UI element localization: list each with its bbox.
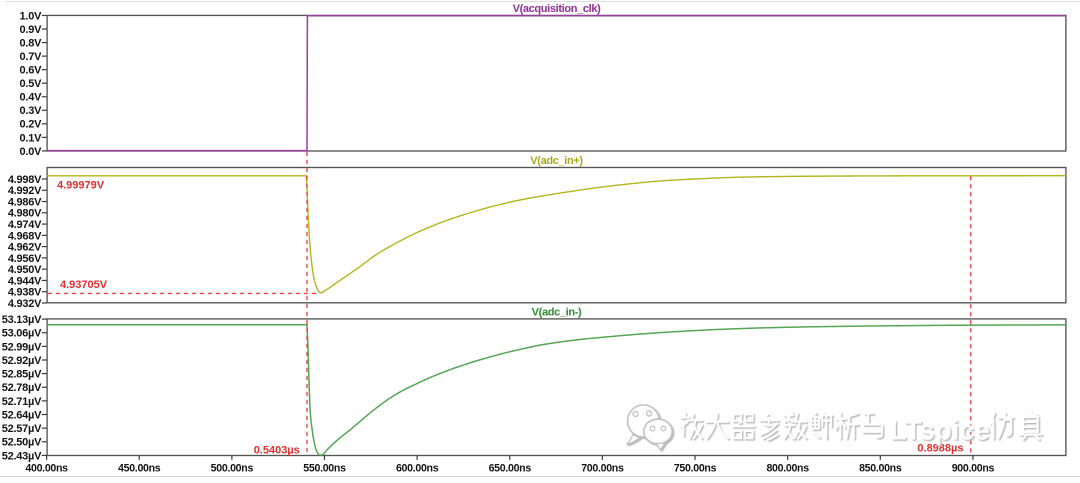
svg-text:700.00ns: 700.00ns <box>581 462 624 474</box>
svg-text:4.99979V: 4.99979V <box>57 179 105 191</box>
svg-text:4.992V: 4.992V <box>8 185 42 197</box>
svg-text:0.8V: 0.8V <box>20 37 43 49</box>
svg-text:0.4V: 0.4V <box>20 92 43 104</box>
svg-text:V(adc_in+): V(adc_in+) <box>530 155 583 167</box>
svg-text:V(acquisition_clk): V(acquisition_clk) <box>513 3 602 15</box>
svg-text:4.986V: 4.986V <box>8 196 42 208</box>
svg-text:52.78µV: 52.78µV <box>2 382 42 394</box>
svg-text:900.00ns: 900.00ns <box>952 462 995 474</box>
svg-text:650.00ns: 650.00ns <box>489 462 532 474</box>
svg-text:0.6V: 0.6V <box>20 65 43 77</box>
svg-text:850.00ns: 850.00ns <box>859 462 902 474</box>
svg-text:52.50µV: 52.50µV <box>2 437 42 449</box>
svg-text:4.956V: 4.956V <box>8 253 42 265</box>
svg-text:52.57µV: 52.57µV <box>2 423 42 435</box>
svg-text:52.92µV: 52.92µV <box>2 355 42 367</box>
svg-text:4.998V: 4.998V <box>8 174 42 186</box>
svg-text:4.980V: 4.980V <box>8 208 42 220</box>
svg-text:0.5403µs: 0.5403µs <box>254 444 300 456</box>
svg-text:0.5V: 0.5V <box>20 78 43 90</box>
svg-text:53.06µV: 53.06µV <box>2 328 42 340</box>
svg-text:4.968V: 4.968V <box>8 230 42 242</box>
svg-text:52.71µV: 52.71µV <box>2 396 42 408</box>
svg-text:600.00ns: 600.00ns <box>396 462 439 474</box>
svg-text:4.974V: 4.974V <box>8 219 42 231</box>
svg-text:0.8988µs: 0.8988µs <box>917 443 963 455</box>
svg-text:400.00ns: 400.00ns <box>25 462 68 474</box>
svg-text:1.0V: 1.0V <box>20 10 43 22</box>
svg-text:4.944V: 4.944V <box>8 275 42 287</box>
svg-text:0.9V: 0.9V <box>20 24 43 36</box>
svg-text:0.1V: 0.1V <box>20 132 43 144</box>
svg-text:0.7V: 0.7V <box>20 51 43 63</box>
svg-text:52.64µV: 52.64µV <box>2 409 42 421</box>
svg-text:52.99µV: 52.99µV <box>2 341 42 353</box>
svg-text:4.938V: 4.938V <box>8 287 42 299</box>
svg-text:800.00ns: 800.00ns <box>766 462 809 474</box>
svg-text:0.3V: 0.3V <box>20 105 43 117</box>
svg-text:0.2V: 0.2V <box>20 119 43 131</box>
svg-text:450.00ns: 450.00ns <box>118 462 161 474</box>
svg-text:4.962V: 4.962V <box>8 242 42 254</box>
svg-text:V(adc_in-): V(adc_in-) <box>532 307 582 319</box>
svg-text:750.00ns: 750.00ns <box>674 462 717 474</box>
svg-text:0.0V: 0.0V <box>20 146 43 158</box>
svg-text:550.00ns: 550.00ns <box>303 462 346 474</box>
svg-text:53.13µV: 53.13µV <box>2 314 42 326</box>
svg-text:4.950V: 4.950V <box>8 264 42 276</box>
svg-text:52.85µV: 52.85µV <box>2 369 42 381</box>
svg-text:52.43µV: 52.43µV <box>2 450 42 462</box>
svg-text:500.00ns: 500.00ns <box>211 462 254 474</box>
svg-text:4.932V: 4.932V <box>8 298 42 310</box>
svg-text:LTspice: LTspice <box>890 415 990 446</box>
svg-text:4.93705V: 4.93705V <box>60 279 108 291</box>
